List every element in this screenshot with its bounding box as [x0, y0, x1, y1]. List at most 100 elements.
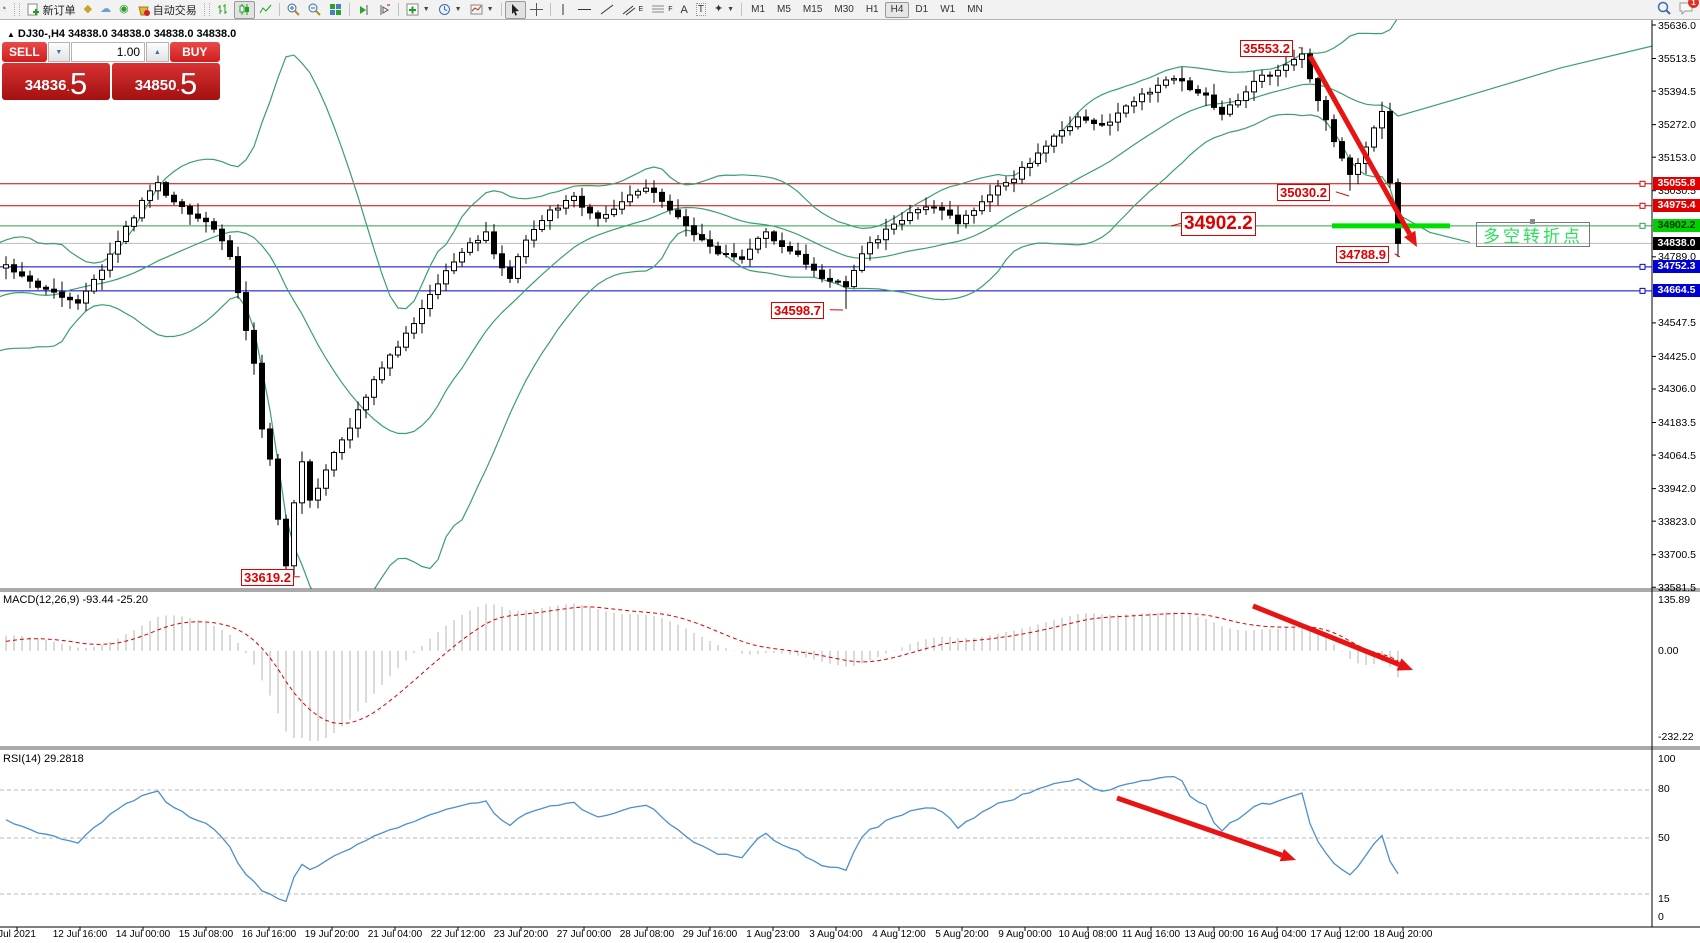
macd-panel[interactable] [5, 603, 1399, 742]
candle-body [707, 239, 713, 247]
cloud-sync-button[interactable]: ☁ [100, 3, 112, 15]
price-annotation-label[interactable]: 34902.2 [1181, 212, 1256, 236]
indicator-scale-label: 135.89 [1658, 594, 1691, 606]
buy-price-button[interactable]: 34850. 5 [112, 63, 220, 100]
candle-body [203, 217, 209, 223]
candle-body [179, 201, 185, 207]
price-annotation-label[interactable]: 35030.2 [1277, 184, 1330, 201]
candle-body [395, 346, 401, 356]
eraser-button[interactable]: ◆ [83, 3, 93, 15]
tile-windows-button[interactable] [325, 1, 346, 19]
sell-price-button[interactable]: 34836. 5 [2, 63, 110, 100]
candle-body [1243, 91, 1249, 102]
volume-increase-button[interactable]: ▲ [146, 42, 169, 62]
timeframe-mn[interactable]: MN [967, 3, 983, 15]
price-annotation-label[interactable]: 35553.2 [1240, 40, 1293, 57]
line-chart-button[interactable] [255, 1, 276, 19]
collapse-triangle-icon[interactable]: ▲ [7, 30, 15, 39]
candle-body [1035, 152, 1041, 164]
trendline-tool[interactable] [596, 1, 618, 19]
price-tick-label: 35636.0 [1658, 19, 1696, 32]
candle-body [243, 292, 249, 331]
timeframe-m1[interactable]: M1 [751, 3, 766, 15]
turning-point-note[interactable]: 多空转折点 [1476, 222, 1590, 247]
price-tick-label: 34306.0 [1658, 383, 1696, 396]
bar-chart-button[interactable] [213, 1, 234, 19]
time-tick-label: Jul 2021 [0, 929, 36, 940]
toolbar-separator [397, 3, 399, 16]
timeframe-w1[interactable]: W1 [940, 3, 956, 15]
timeframe-h1[interactable]: H1 [865, 3, 879, 15]
text-label-tool[interactable]: T [695, 3, 706, 16]
timeframe-m15[interactable]: M15 [802, 3, 823, 15]
hline-handle[interactable] [1639, 180, 1646, 187]
fibonacci-tool[interactable]: F [647, 1, 676, 19]
hline-handle[interactable] [1639, 263, 1646, 270]
rsi-label: RSI(14) 29.2818 [3, 753, 84, 765]
price-tick-label: 33942.0 [1658, 483, 1696, 496]
candle-body [603, 214, 609, 219]
broadcast-button[interactable]: ◉ [119, 3, 129, 15]
candle-body [1155, 84, 1161, 93]
toolbar-grip [203, 3, 210, 16]
auto-trading-button[interactable]: 自动交易 [133, 1, 201, 19]
price-badge: 34664.5 [1653, 284, 1700, 298]
price-annotation-label[interactable]: 33619.2 [241, 569, 294, 586]
crosshair-tool-button[interactable] [526, 1, 547, 19]
hline-handle[interactable] [1639, 222, 1646, 229]
time-tick-label: 15 Jul 08:00 [178, 929, 234, 940]
candle-body [1339, 141, 1345, 159]
auto-scroll-button[interactable] [353, 1, 374, 19]
main-panel[interactable] [0, 0, 1652, 617]
cursor-tool-button[interactable] [504, 0, 526, 19]
zoom-in-button[interactable] [283, 1, 304, 19]
price-annotation-label[interactable]: 34598.7 [771, 302, 824, 319]
timeframe-bar: M1 M5 M15 M30 H1 H4 D1 W1 MN [745, 1, 989, 18]
volume-decrease-button[interactable]: ▼ [47, 42, 71, 62]
timeframe-m5[interactable]: M5 [777, 3, 791, 15]
horizontal-line-tool[interactable] [573, 1, 596, 19]
candlestick-chart-button[interactable] [233, 0, 255, 19]
trend-arrow[interactable] [1252, 603, 1413, 671]
macd-signal-line [5, 606, 1399, 725]
candle-body [59, 291, 65, 298]
buy-button[interactable]: BUY [169, 42, 221, 62]
hline-handle[interactable] [1639, 202, 1646, 209]
zoom-out-icon [308, 3, 321, 16]
price-badge: 34975.4 [1653, 199, 1700, 213]
timeframe-m30[interactable]: M30 [834, 3, 854, 15]
indicators-button[interactable]: ▼ [402, 1, 434, 19]
vertical-line-tool[interactable] [554, 1, 573, 19]
templates-button[interactable]: ▼ [466, 1, 498, 19]
candle-body [91, 278, 97, 292]
notifications-button[interactable]: 1 [1679, 0, 1699, 18]
candle-body [1355, 162, 1361, 175]
price-annotation-label[interactable]: 34788.9 [1336, 246, 1389, 263]
trend-arrow[interactable] [1116, 795, 1296, 862]
periods-button[interactable]: ▼ [434, 1, 466, 19]
candle-body [931, 206, 937, 209]
time-tick-label: 19 Jul 20:00 [304, 929, 360, 940]
candle-body [27, 275, 33, 282]
timeframe-d1[interactable]: D1 [915, 3, 929, 15]
trend-arrow[interactable] [1307, 54, 1417, 247]
volume-input[interactable]: 1.00 [71, 42, 146, 62]
arrows-tool[interactable]: ✦ ▼ [713, 3, 735, 15]
timeframe-h4[interactable]: H4 [884, 1, 910, 18]
text-tool[interactable]: A [680, 3, 688, 16]
channel-tool[interactable]: E [618, 1, 648, 19]
zoom-out-button[interactable] [304, 1, 325, 19]
sell-button[interactable]: SELL [2, 42, 47, 62]
rsi-panel[interactable] [0, 775, 1652, 903]
candle-body [1291, 58, 1297, 66]
candle-body [539, 220, 545, 230]
candle-body [907, 212, 913, 222]
candle-body [1107, 121, 1113, 126]
hline-handle[interactable] [1639, 287, 1646, 294]
new-order-button[interactable]: 新订单 [23, 1, 80, 19]
candle-body [691, 225, 697, 236]
chart-shift-button[interactable] [374, 1, 395, 19]
search-button[interactable] [1657, 1, 1671, 18]
note-selection-handle[interactable] [1530, 219, 1535, 224]
